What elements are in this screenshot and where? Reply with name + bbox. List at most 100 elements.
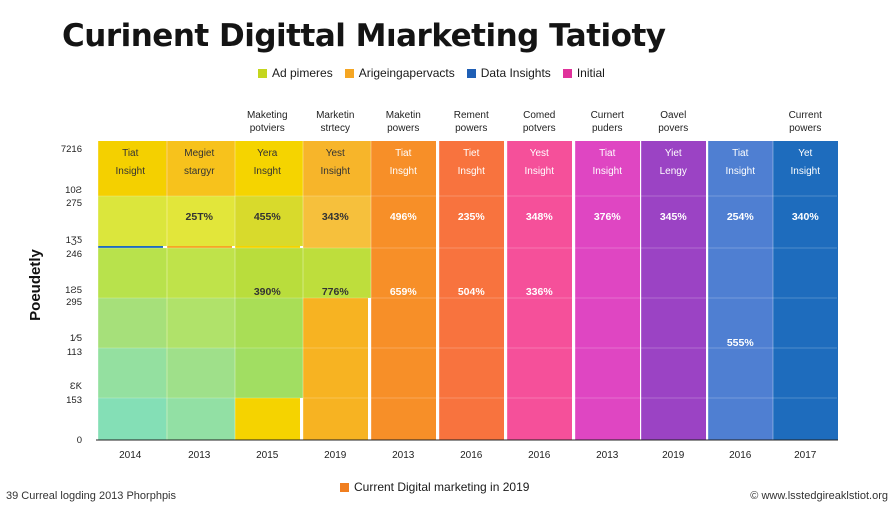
cell-value-label: 555% [727,337,755,349]
column-header-label: Marketin [316,110,354,121]
chart-column-bar [507,141,572,440]
y-tick-label: ƐƘ [70,381,83,392]
legend-label: Ad pimeres [272,66,333,80]
chart-column-bar [773,141,838,440]
column-header-label: potvers [523,123,556,134]
cell-value-label: 504% [458,286,486,298]
cell-value-label: 345% [660,211,688,223]
cell-top-label: Insight [726,166,756,177]
cell-value-label: 25T% [186,211,214,223]
y-tick-label: 1ƷƼ [66,235,82,246]
chart-gradient-cell [235,196,303,246]
chart-gradient-cell [303,248,371,298]
cell-top-label: Yest [326,148,345,159]
legend-label: Initial [576,66,605,80]
column-header-label: puders [592,123,623,134]
y-tick-label: 0 [77,435,82,446]
cell-value-label: 348% [526,211,554,223]
chart-gradient-cell [98,196,166,246]
y-tick-label: 1Ƨ5 [65,285,82,296]
cell-value-label: 235% [458,211,486,223]
x-tick-label: 2015 [256,450,279,461]
cell-top-label: Tiat [395,148,412,159]
source-note-left: 39 Curreal logding 2013 Phorphpis [6,490,177,502]
footer-caption: Current Digital marketing in 2019 [340,480,529,494]
chart-mid-cell [303,196,371,248]
chart-gradient-cell [235,248,303,298]
cell-value-label: 340% [792,211,820,223]
chart-legend: Ad pimeres Arigeingapervacts Data Insigh… [258,66,605,80]
cell-top-label: Insght [390,166,417,177]
y-tick-label: 7216 [61,144,82,155]
y-tick-label: 113 [67,347,82,358]
legend-label: Arigeingapervacts [358,66,455,80]
cell-top-label: Tiet [463,148,480,159]
column-header-label: povers [658,123,688,134]
x-tick-label: 2016 [460,450,483,461]
chart-gradient-cell [166,196,235,246]
cell-top-label: Insight [321,166,351,177]
legend-label: Data Insights [480,66,551,80]
cell-top-label: Yet [798,148,812,159]
legend-item-initial: Initial [562,66,605,80]
x-tick-label: 2019 [662,450,685,461]
legend-item-ad: Ad pimeres [258,66,333,80]
chart-column-bar [371,141,436,440]
chart-top-cell [98,141,166,196]
x-tick-label: 2013 [392,450,415,461]
cell-top-label: Insght [254,166,281,177]
cell-top-label: Insight [525,166,555,177]
cell-value-label: 376% [594,211,622,223]
cell-top-label: Insight [593,166,623,177]
x-tick-label: 2017 [794,450,817,461]
legend-swatch [562,68,572,78]
chart-column-bar [575,141,640,440]
chart-column-bar [708,141,773,440]
y-tick-label: 295 [66,297,82,308]
column-header-label: powers [387,123,419,134]
cell-top-label: Tiat [732,148,749,159]
y-tick-label: 1⁄5 [70,333,82,344]
cell-value-label: 390% [254,286,282,298]
cell-value-label: 659% [390,286,418,298]
column-header-label: Maketing [247,110,288,121]
column-header-label: strtecy [321,123,350,134]
cell-top-label: Lengy [660,166,687,177]
cell-value-label: 496% [390,211,418,223]
y-axis-label: Poeudetly [27,249,44,321]
column-header-label: Oavel [660,110,686,121]
cell-value-label: 343% [322,211,350,223]
column-header-label: Current [789,110,823,121]
x-tick-label: 2013 [596,450,619,461]
cell-value-label: 336% [526,286,554,298]
x-tick-label: 2019 [324,450,347,461]
column-header-label: Maketin [386,110,421,121]
column-header-label: Curnert [591,110,625,121]
cell-top-label: Tiat [122,148,139,159]
column-header-label: Rement [454,110,489,121]
chart-gradient-cell [98,348,166,398]
cell-top-label: Yest [530,148,549,159]
chart-title: Curinent Digittal Mıarketing Tatioty [62,18,666,54]
chart-gradient-cell [166,398,235,440]
legend-item-campaigns: Arigeingapervacts [344,66,455,80]
column-header-label: powers [455,123,487,134]
y-tick-label: 153 [66,395,82,406]
chart-gradient-cell [166,298,235,348]
cell-value-label: 455% [254,211,282,223]
footer-label: Current Digital marketing in 2019 [354,480,530,494]
y-tick-label: 246 [66,249,82,260]
cell-top-label: Tiat [599,148,616,159]
source-note-right: © www.lsstedgireaklstiot.org [750,490,888,502]
y-tick-label: 10Ƨ [65,185,82,196]
cell-top-label: Insight [116,166,146,177]
cell-top-label: Yera [257,148,278,159]
chart-gradient-cell [235,298,303,348]
column-header-label: potviers [250,123,285,134]
x-tick-label: 2016 [729,450,752,461]
legend-swatch [466,68,476,78]
chart-column-bar [439,141,504,440]
chart-gradient-cell [98,398,166,440]
x-tick-label: 2014 [119,450,142,461]
cell-value-label: 776% [322,286,350,298]
